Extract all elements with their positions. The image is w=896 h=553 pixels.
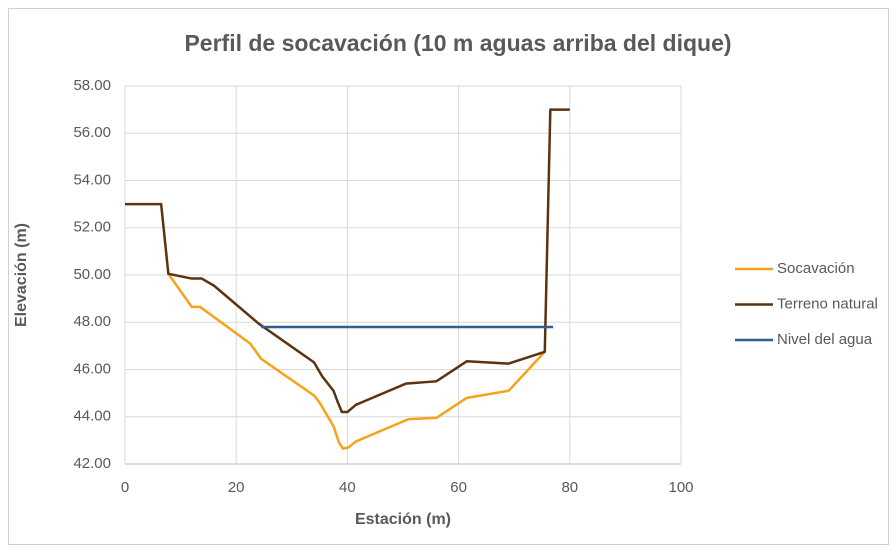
x-tick-label: 60: [450, 479, 467, 496]
y-tick-label: 52.00: [73, 219, 111, 236]
y-tick-label: 44.00: [73, 408, 111, 425]
y-tick-label: 48.00: [73, 313, 111, 330]
x-tick-label: 100: [668, 479, 693, 496]
legend-label: Terreno natural: [777, 295, 878, 312]
y-axis-title: Elevación (m): [13, 223, 30, 327]
y-tick-label: 42.00: [73, 455, 111, 472]
y-tick-label: 46.00: [73, 360, 111, 377]
x-tick-label: 40: [339, 479, 356, 496]
y-tick-label: 50.00: [73, 266, 111, 283]
x-tick-label: 20: [228, 479, 245, 496]
legend-label: Nivel del agua: [777, 331, 873, 348]
chart-frame: [8, 8, 889, 545]
x-tick-label: 0: [121, 479, 129, 496]
x-axis-title: Estación (m): [355, 511, 451, 528]
y-tick-label: 54.00: [73, 171, 111, 188]
y-tick-label: 56.00: [73, 124, 111, 141]
legend-label: Socavación: [777, 260, 855, 277]
y-tick-label: 58.00: [73, 77, 111, 94]
series-line: [125, 108, 570, 414]
x-tick-label: 80: [561, 479, 578, 496]
chart-title: Perfil de socavación (10 m aguas arriba …: [184, 30, 731, 56]
series-line: [167, 273, 546, 450]
